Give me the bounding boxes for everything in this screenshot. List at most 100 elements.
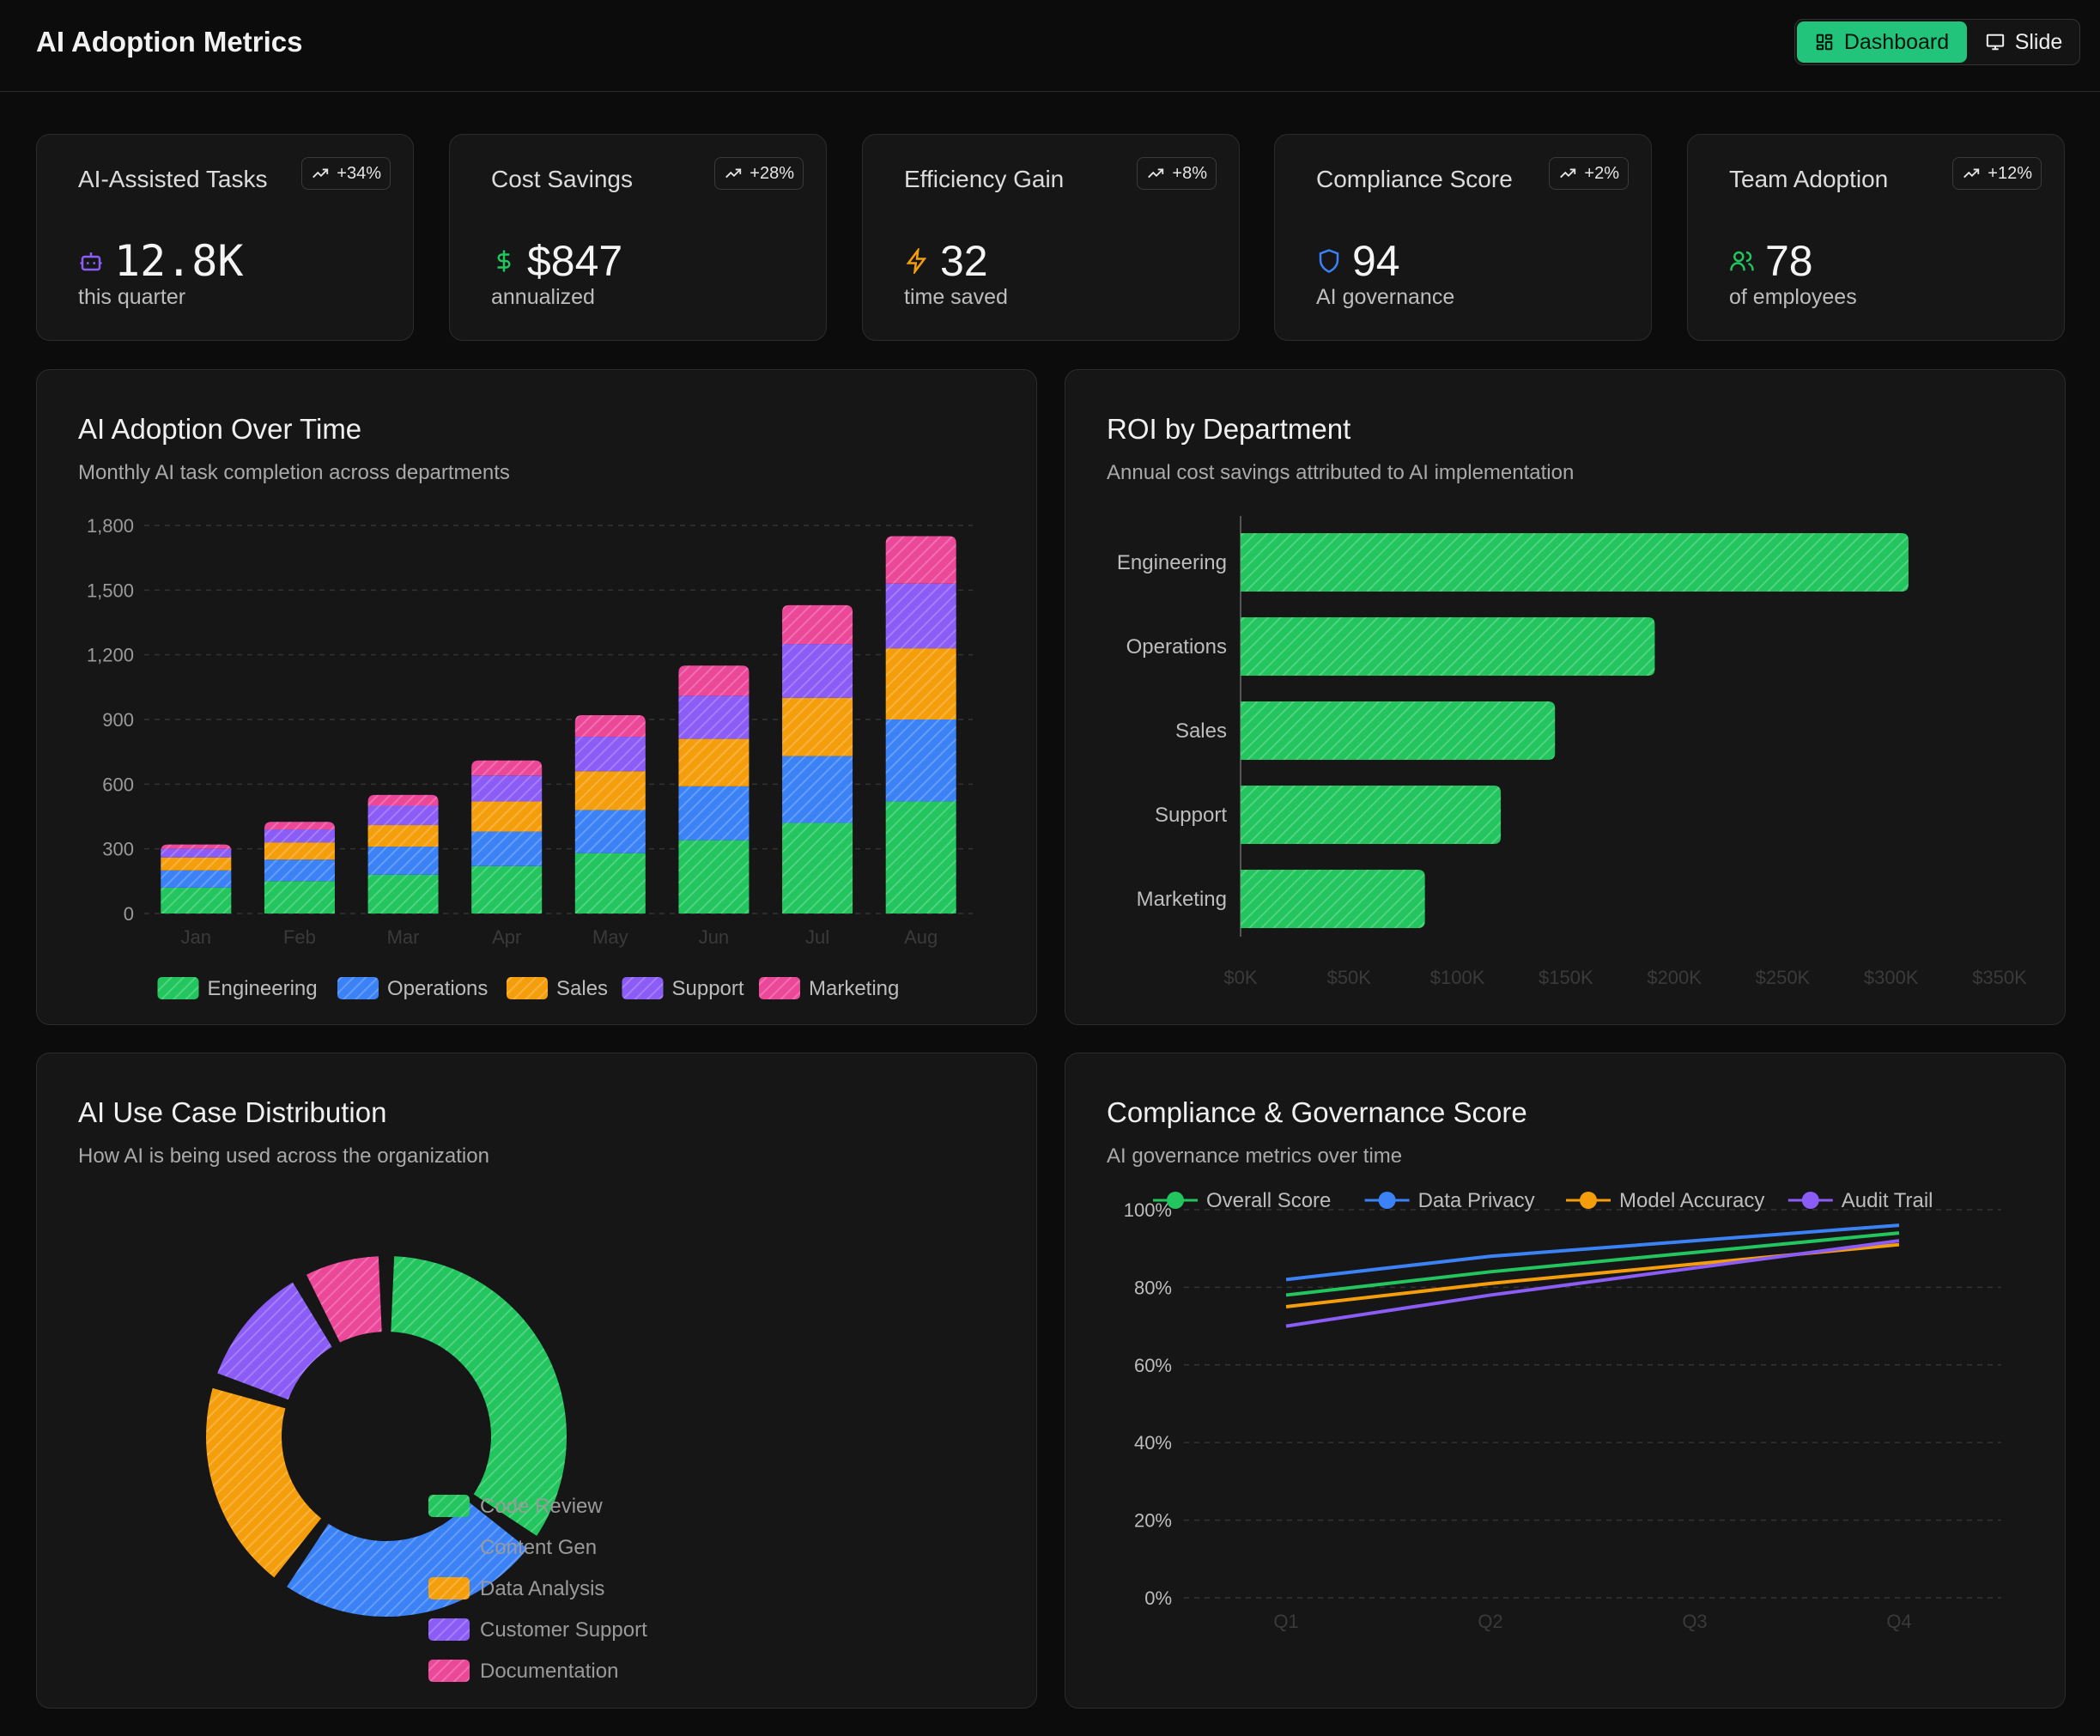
roi-bar [1241, 701, 1556, 760]
legend-label: Marketing [809, 977, 899, 1000]
x-tick-label: $0K [1223, 967, 1257, 988]
kpi-subtitle: this quarter [78, 285, 186, 309]
slide-button[interactable]: Slide [1969, 20, 2079, 64]
legend-marker [1167, 1192, 1184, 1209]
legend-label: Audit Trail [1842, 1189, 1933, 1212]
legend-label: Overall Score [1206, 1189, 1331, 1212]
roi-bar [1241, 617, 1655, 676]
y-tick-label: 0 [124, 903, 134, 925]
bar-segment [161, 844, 232, 852]
bar-segment [264, 842, 335, 860]
y-tick-label: 60% [1134, 1355, 1172, 1376]
trending-up-icon [725, 168, 742, 179]
series-line [1285, 1223, 1900, 1282]
legend-label: Documentation [480, 1660, 618, 1683]
bar-segment [678, 840, 750, 914]
x-tick-label: $250K [1756, 967, 1811, 988]
roi-bar [1241, 870, 1425, 928]
roi-bar [1241, 786, 1502, 844]
legend-label: Content Gen [480, 1536, 597, 1559]
y-tick-label: 40% [1134, 1432, 1172, 1454]
kpi-value: $847 [527, 237, 623, 285]
panel-subtitle: Monthly AI task completion across depart… [78, 461, 510, 484]
legend-swatch [428, 1618, 470, 1641]
users-icon [1730, 251, 1754, 271]
y-tick-label: 600 [102, 774, 134, 795]
change-badge: +12% [1952, 157, 2042, 190]
bar-segment [264, 829, 335, 843]
legend-label: Data Analysis [480, 1577, 604, 1600]
change-badge: +8% [1137, 157, 1217, 190]
series-line [1285, 1239, 1900, 1328]
x-tick-label: Aug [904, 926, 938, 948]
bar-segment [471, 801, 543, 832]
bar-segment [885, 801, 956, 914]
bar-segment [574, 853, 646, 914]
change-value: +28% [750, 163, 794, 183]
x-tick-label: $350K [1972, 967, 2027, 988]
adoption-chart: 0 300 600 900 1,200 1,500 1,800 Jan Feb Mar Apr May… [87, 515, 973, 1000]
kpi-card-cost-savings: Cost Savings +28% $847 annualized [449, 134, 827, 341]
y-tick-label: 20% [1134, 1510, 1172, 1532]
bar-segment [782, 822, 853, 914]
panel-subtitle: How AI is being used across the organiza… [78, 1144, 489, 1168]
y-tick-label: Operations [1126, 635, 1227, 659]
y-tick-label: 300 [102, 839, 134, 860]
change-badge: +28% [714, 157, 804, 190]
trending-up-icon [313, 168, 329, 179]
usecase-panel: Code Review Content Gen Data Analysis Custo… [36, 1053, 1037, 1709]
bar-segment [161, 848, 232, 858]
legend-swatch [759, 977, 800, 999]
roi-panel: Engineering Operations Sales Support Marketi… [1065, 369, 2066, 1025]
legend-label: Code Review [480, 1495, 603, 1518]
x-tick-label: Jul [805, 926, 829, 948]
legend-marker [1801, 1192, 1819, 1209]
donut-slice [217, 1282, 332, 1400]
legend-swatch [157, 977, 199, 999]
legend-label: Data Privacy [1418, 1189, 1535, 1212]
y-tick-label: Engineering [1117, 551, 1227, 574]
roi-bar [1241, 533, 1909, 592]
x-tick-label: Q3 [1682, 1611, 1707, 1632]
x-tick-label: Jun [699, 926, 729, 948]
bar-segment [367, 805, 439, 826]
change-value: +8% [1172, 163, 1207, 183]
roi-chart: Engineering Operations Sales Support Marketi… [1117, 516, 2027, 988]
change-badge: +34% [301, 157, 391, 190]
bar-segment [574, 714, 646, 737]
change-badge: +2% [1549, 157, 1629, 190]
bar-segment [367, 794, 439, 806]
kpi-value-row: 32 [904, 236, 988, 286]
panel-title: AI Adoption Over Time [78, 413, 362, 445]
bar-segment [161, 870, 232, 888]
view-toggle: Dashboard Slide [1794, 19, 2080, 65]
kpi-value: 94 [1352, 237, 1400, 285]
legend-swatch [507, 977, 548, 999]
kpi-value-row: $847 [491, 236, 622, 286]
bar-segment [782, 644, 853, 698]
legend-swatch [428, 1495, 470, 1517]
legend-label: Support [672, 977, 744, 1000]
y-tick-label: Marketing [1137, 888, 1227, 911]
y-tick-label: 100% [1124, 1199, 1172, 1221]
dashboard-button[interactable]: Dashboard [1797, 21, 1967, 63]
series-line [1285, 1231, 1900, 1297]
legend-swatch [622, 977, 664, 999]
x-tick-label: Feb [283, 926, 316, 948]
app-title: AI Adoption Metrics [36, 26, 303, 58]
trending-up-icon [1560, 168, 1576, 179]
panel-title: AI Use Case Distribution [78, 1096, 387, 1128]
layout-grid-icon [1816, 33, 1833, 51]
bar-segment [782, 697, 853, 756]
y-tick-label: 1,200 [87, 645, 134, 666]
shield-icon [1319, 249, 1339, 273]
x-tick-label: Jan [181, 926, 211, 948]
kpi-value: 78 [1765, 237, 1813, 285]
legend-label: Customer Support [480, 1618, 647, 1642]
x-tick-label: $200K [1647, 967, 1702, 988]
legend-marker [1580, 1192, 1597, 1209]
change-value: +34% [337, 163, 381, 183]
legend-label: Sales [556, 977, 608, 1000]
adoption-panel: 0 300 600 900 1,200 1,500 1,800 Jan Feb Mar Apr May… [36, 369, 1037, 1025]
bar-segment [574, 771, 646, 810]
